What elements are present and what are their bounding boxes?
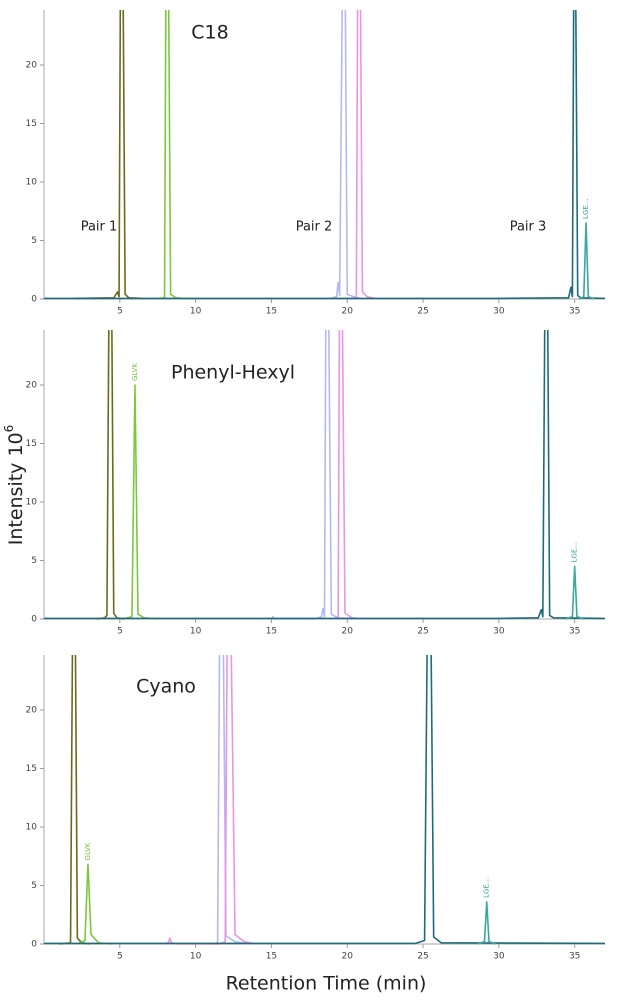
y-tick-label: 10 <box>26 177 38 187</box>
y-tick-label: 0 <box>31 295 37 305</box>
y-tick-label: 10 <box>26 497 38 507</box>
trace <box>565 565 585 620</box>
trace <box>44 330 605 620</box>
trace <box>578 222 595 300</box>
trace <box>477 901 497 945</box>
trace <box>331 330 363 620</box>
trace <box>44 10 605 300</box>
plot-area <box>44 655 605 945</box>
peak-label: GLVK <box>131 363 139 381</box>
y-tick-label: 10 <box>26 822 38 832</box>
x-tick-label: 10 <box>190 307 202 317</box>
y-tick-label: 20 <box>26 60 38 70</box>
x-tick-label: 25 <box>417 952 428 962</box>
x-tick-label: 30 <box>493 952 505 962</box>
trace <box>96 330 125 620</box>
trace <box>59 655 90 945</box>
y-tick-label: 5 <box>31 556 37 566</box>
panel-title: Phenyl-Hexyl <box>171 362 295 384</box>
x-axis-label: Retention Time (min) <box>226 973 427 995</box>
x-tick-label: 5 <box>117 952 123 962</box>
peak-label: LGE... <box>483 877 491 897</box>
trace <box>270 330 348 620</box>
x-tick-label: 5 <box>117 627 123 637</box>
plot-area <box>44 10 605 300</box>
y-tick-label: 15 <box>26 764 37 774</box>
peak-label: LGE... <box>571 542 579 562</box>
peak-label: GLVK <box>84 842 92 860</box>
x-tick-label: 35 <box>569 307 580 317</box>
annotation: Pair 2 <box>296 220 333 235</box>
x-tick-label: 35 <box>569 952 580 962</box>
trace <box>350 10 378 300</box>
y-axis-label-text: Intensity 10 <box>5 432 27 545</box>
y-tick-label: 20 <box>26 705 38 715</box>
x-tick-label: 15 <box>266 307 277 317</box>
x-tick-label: 15 <box>266 627 277 637</box>
plot-area <box>44 330 605 620</box>
y-tick-label: 20 <box>26 380 38 390</box>
y-tick-label: 5 <box>31 236 37 246</box>
y-tick-label: 15 <box>26 119 37 129</box>
x-tick-label: 15 <box>266 952 277 962</box>
x-tick-label: 25 <box>417 627 428 637</box>
trace <box>44 655 605 945</box>
trace <box>122 384 158 620</box>
x-tick-label: 30 <box>493 307 505 317</box>
x-tick-label: 30 <box>493 627 505 637</box>
x-tick-label: 20 <box>342 627 354 637</box>
y-axis-label: Intensity 106 <box>2 425 27 546</box>
x-tick-label: 10 <box>190 952 202 962</box>
annotation: Pair 1 <box>81 220 118 235</box>
panel-title: Cyano <box>136 676 196 698</box>
trace <box>328 10 363 300</box>
x-tick-label: 20 <box>342 307 354 317</box>
trace <box>77 863 113 945</box>
annotation: Pair 3 <box>510 220 547 235</box>
peak-label: LGE... <box>582 199 590 219</box>
x-tick-label: 25 <box>417 307 428 317</box>
y-tick-label: 5 <box>31 881 37 891</box>
x-tick-label: 20 <box>342 952 354 962</box>
trace <box>162 655 257 945</box>
x-tick-label: 10 <box>190 627 202 637</box>
x-tick-label: 35 <box>569 627 580 637</box>
panel-title: C18 <box>191 22 228 44</box>
x-tick-label: 5 <box>117 307 123 317</box>
y-axis-label-exponent: 6 <box>2 425 16 433</box>
trace <box>157 10 189 300</box>
trace <box>74 10 143 300</box>
y-tick-label: 15 <box>26 439 37 449</box>
trace <box>210 655 249 945</box>
y-tick-label: 0 <box>31 940 37 950</box>
y-tick-label: 0 <box>31 615 37 625</box>
